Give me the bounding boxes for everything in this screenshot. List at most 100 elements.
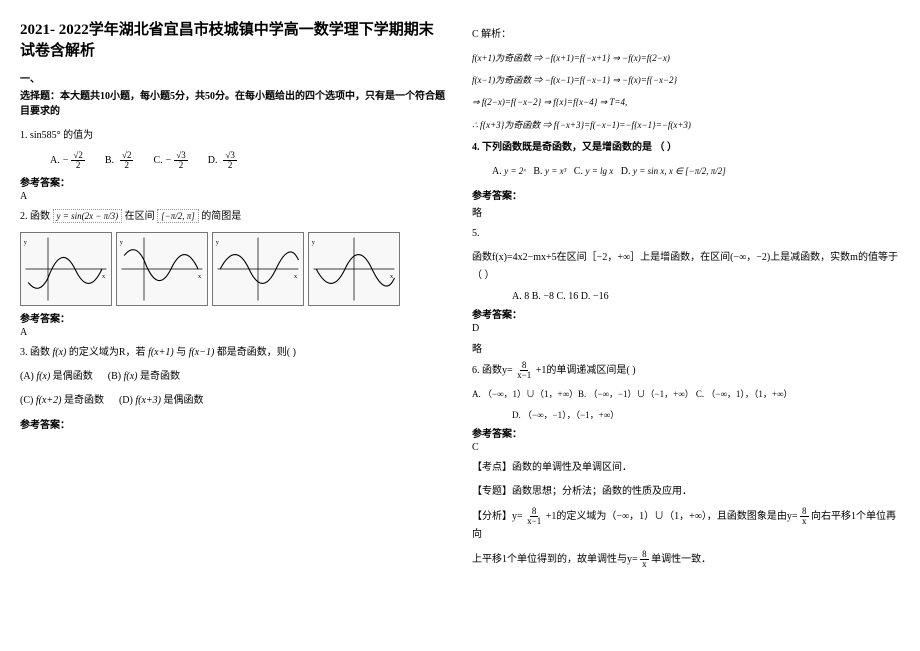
q5-ex: 略 xyxy=(472,340,900,355)
q4-D-f: y = sin x, x ∈ [−π/2, π/2] xyxy=(633,166,726,176)
q1-opt-a-neg: − xyxy=(63,155,69,166)
q4-opts: A. y = 2ˣ B. y = x³ C. y = lg x D. y = s… xyxy=(492,163,900,181)
q3-f1: f(x+1) xyxy=(148,347,174,358)
q3-C-fx: f(x+2) xyxy=(36,395,62,406)
q6-opts-a: A. （−∞，1）∪（1，+∞）B. （−∞，−1）∪（−1，+∞） C. （−… xyxy=(472,386,900,402)
q3-D-txt: 是偶函数 xyxy=(163,395,203,406)
q6-stem-a: 6. 函数y= xyxy=(472,365,513,376)
q4-C-label: C. xyxy=(574,166,583,177)
q2-graph-a: yx xyxy=(20,232,112,306)
q1-opt-c-neg: − xyxy=(166,155,172,166)
doc-title: 2021- 2022学年湖北省宜昌市枝城镇中学高一数学理下学期期末试卷含解析 xyxy=(20,20,448,62)
svg-text:x: x xyxy=(198,273,202,280)
q3-stem: 3. 函数 f(x) 的定义域为R，若 f(x+1) 与 f(x−1) 都是奇函… xyxy=(20,344,448,362)
q1-options: A. − √22 B. √22 C. − √32 D. √32 xyxy=(50,151,448,170)
q1-opt-d-frac: √32 xyxy=(223,151,236,170)
q5-stem: 函数f(x)=4x2−mx+5在区间［−2，+∞］上是增函数，在区间(−∞，−2… xyxy=(472,249,900,285)
q3-explain-3: ⇒ f(2−x)=f{−x−2} ⇒ f{x}=f{x−4} ⇒ T=4, xyxy=(472,94,900,110)
q3-opts-row1: (A) f(x) 是偶函数 (B) f(x) 是奇函数 xyxy=(20,368,448,386)
q5-ansref: 参考答案： xyxy=(472,306,900,321)
q4-C-f: y = lg x xyxy=(585,166,613,176)
q4-A-f: y = 2ˣ xyxy=(504,166,526,176)
q2-graph-c: yx xyxy=(212,232,304,306)
q3-B-label: (B) xyxy=(108,371,121,382)
q3-A-fx: f(x) xyxy=(36,371,50,382)
q6-fx-b: +1的定义域为（−∞，1）∪（1，+∞），且函数图象是由y= xyxy=(546,511,798,522)
svg-text:y: y xyxy=(120,239,124,246)
q3-ansref: 参考答案： xyxy=(20,416,448,431)
section-instruction: 选择题：本大题共10小题，每小题5分，共50分。在每小题给出的四个选项中，只有是… xyxy=(20,89,448,119)
q6-stem: 6. 函数y= 8x−1 +1的单调递减区间是( ) xyxy=(472,361,900,380)
q1-stem: 1. sin585° 的值为 xyxy=(20,127,448,145)
q1-opt-a: A. − √22 xyxy=(50,151,85,170)
svg-text:x: x xyxy=(390,273,394,280)
q3-A-txt: 是偶函数 xyxy=(53,371,93,382)
q2-interval: [−π/2, π] xyxy=(157,209,199,223)
q2-ansref: 参考答案： xyxy=(20,310,448,325)
q1-opt-b: B. √22 xyxy=(105,151,134,170)
q6-last-b: 单调性一致． xyxy=(651,554,711,565)
q2-func: y = sin(2x − π/3) xyxy=(53,209,123,223)
q3-C-label: (C) xyxy=(20,395,33,406)
q4-D-label: D. xyxy=(621,166,631,177)
q3-D-label: (D) xyxy=(119,395,133,406)
svg-text:y: y xyxy=(312,239,316,246)
q1-ans: A xyxy=(20,191,448,202)
q4-stem: 4. 下列函数既是奇函数，又是增函数的是 （ ） xyxy=(472,139,900,157)
q2-graph-d: yx xyxy=(308,232,400,306)
q1-opt-d-label: D. xyxy=(208,155,218,166)
q1-ansref: 参考答案： xyxy=(20,174,448,189)
svg-text:y: y xyxy=(24,239,28,246)
q3-fx: f(x) xyxy=(53,347,67,358)
q3-stem-c: 都是奇函数，则( ) xyxy=(217,347,296,358)
section-1-hdr: 一、 xyxy=(20,70,448,85)
q6-opts-b: D. （−∞，−1），（−1，+∞） xyxy=(512,408,900,421)
q2-stem-b: 在区间 xyxy=(125,211,155,222)
q6-frac: 8x−1 xyxy=(515,361,533,380)
q4-ansref: 参考答案： xyxy=(472,187,900,202)
q3-A-label: (A) xyxy=(20,371,34,382)
q6-last-a: 上平移1个单位得到的，故单调性与y= xyxy=(472,554,638,565)
q6-fx: 【分析】y= 8x−1 +1的定义域为（−∞，1）∪（1，+∞），且函数图象是由… xyxy=(472,507,900,544)
q1-opt-b-label: B. xyxy=(105,155,114,166)
svg-text:x: x xyxy=(102,273,106,280)
q6-ans: C xyxy=(472,442,900,453)
left-column: 2021- 2022学年湖北省宜昌市枝城镇中学高一数学理下学期期末试卷含解析 一… xyxy=(20,20,448,575)
q6-fx-a: 【分析】y= xyxy=(472,511,523,522)
q3-and: 与 xyxy=(176,347,186,358)
svg-text:y: y xyxy=(216,239,220,246)
q5-opts: A. 8 B. −8 C. 16 D. −16 xyxy=(512,291,900,302)
q6-fx-frac1: 8x−1 xyxy=(525,507,543,526)
q6-kd: 【考点】函数的单调性及单调区间． xyxy=(472,459,900,477)
q4-ans: 略 xyxy=(472,204,900,219)
q6-ansref: 参考答案： xyxy=(472,425,900,440)
q3-explain-4: ∴ f{x+3}为奇函数 ⇒ f{−x+3}=f(−x−1)=−f{x−1}=−… xyxy=(472,117,900,133)
q1-opt-a-label: A. xyxy=(50,155,60,166)
q5-ans: D xyxy=(472,323,900,334)
svg-text:x: x xyxy=(294,273,298,280)
q1-opt-b-frac: √22 xyxy=(120,151,133,170)
q2-stem: 2. 函数 y = sin(2x − π/3) 在区间 [−π/2, π] 的简… xyxy=(20,208,448,226)
q2-graph-b: yx xyxy=(116,232,208,306)
q5-num: 5. xyxy=(472,225,900,243)
q1-opt-d: D. √32 xyxy=(208,151,237,170)
q4-A-label: A. xyxy=(492,166,502,177)
q2-stem-a: 2. 函数 xyxy=(20,211,50,222)
q1-opt-c-frac: √32 xyxy=(174,151,187,170)
q2-graphs: yx yx yx yx xyxy=(20,232,448,306)
page: 2021- 2022学年湖北省宜昌市枝城镇中学高一数学理下学期期末试卷含解析 一… xyxy=(20,20,900,575)
q6-last-frac: 8x xyxy=(640,550,649,569)
q4-B-label: B. xyxy=(533,166,542,177)
q2-stem-c: 的简图是 xyxy=(201,211,241,222)
q3-B-fx: f(x) xyxy=(124,371,138,382)
q3-ans: C 解析： xyxy=(472,26,900,44)
q1-opt-a-frac: √22 xyxy=(71,151,84,170)
q1-opt-c-label: C. xyxy=(153,155,162,166)
q6-zt: 【专题】函数思想；分析法；函数的性质及应用． xyxy=(472,483,900,501)
q1-opt-c: C. − √32 xyxy=(153,151,187,170)
q3-stem-b: 的定义域为R，若 xyxy=(69,347,146,358)
q6-last: 上平移1个单位得到的，故单调性与y= 8x 单调性一致． xyxy=(472,550,900,569)
right-column: C 解析： f(x+1)为奇函数 ⇒ −f(x+1)=f{−x+1} ⇒ −f(… xyxy=(472,20,900,575)
q3-D-fx: f(x+3) xyxy=(135,395,161,406)
q3-explain-2: f(x−1)为奇函数 ⇒ −f(x−1)=f{−x−1} ⇒ −f(x)=f{−… xyxy=(472,72,900,88)
